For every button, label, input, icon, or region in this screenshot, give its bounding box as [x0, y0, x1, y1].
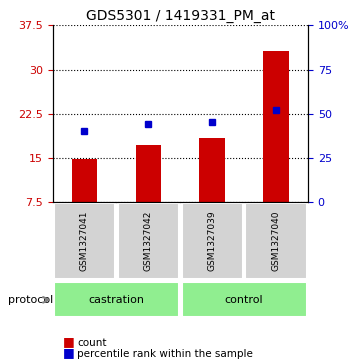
Title: GDS5301 / 1419331_PM_at: GDS5301 / 1419331_PM_at	[86, 9, 275, 23]
Text: count: count	[77, 338, 106, 348]
Bar	[72, 159, 97, 202]
Text: ■: ■	[63, 335, 75, 348]
Text: GSM1327042: GSM1327042	[144, 211, 153, 271]
FancyBboxPatch shape	[182, 282, 307, 318]
Bar	[199, 138, 225, 202]
Bar	[263, 51, 289, 202]
FancyBboxPatch shape	[54, 203, 115, 279]
FancyBboxPatch shape	[118, 203, 179, 279]
Text: GSM1327041: GSM1327041	[80, 211, 89, 271]
FancyBboxPatch shape	[54, 282, 179, 318]
Text: control: control	[225, 295, 264, 305]
Text: castration: castration	[88, 295, 144, 305]
Text: GSM1327039: GSM1327039	[208, 211, 217, 272]
Text: GSM1327040: GSM1327040	[272, 211, 281, 271]
Bar	[135, 145, 161, 202]
FancyBboxPatch shape	[182, 203, 243, 279]
Text: protocol: protocol	[8, 295, 53, 305]
Text: ■: ■	[63, 346, 75, 359]
FancyBboxPatch shape	[245, 203, 307, 279]
Text: percentile rank within the sample: percentile rank within the sample	[77, 349, 253, 359]
